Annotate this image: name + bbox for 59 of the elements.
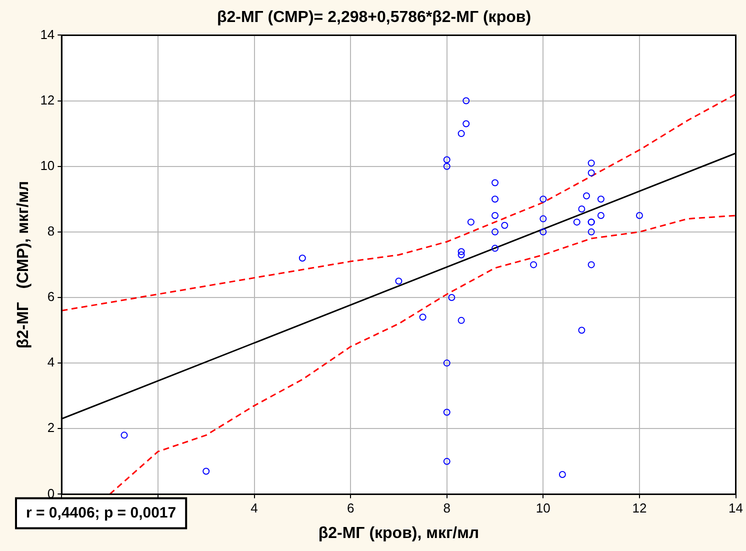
point	[492, 179, 499, 186]
point	[462, 97, 470, 104]
point	[578, 326, 586, 334]
point	[578, 205, 586, 212]
y-axis-title: β2-МГ (СМР), мкг/мл	[15, 180, 32, 348]
y-tick-label: 10	[40, 158, 55, 173]
point	[492, 244, 499, 252]
y-tick-label: 2	[47, 420, 55, 436]
point	[558, 471, 566, 478]
point	[636, 212, 643, 220]
y-tick-label: 14	[40, 26, 55, 42]
point	[540, 196, 547, 203]
point	[448, 294, 456, 301]
point	[443, 458, 450, 465]
point	[467, 218, 474, 226]
point	[419, 314, 426, 321]
line-series	[109, 214, 736, 494]
x-tick-label: 14	[728, 500, 744, 516]
point	[597, 212, 604, 220]
y-tick-label: 12	[40, 92, 55, 108]
point	[597, 196, 604, 203]
point	[588, 228, 595, 236]
x-tick-label: 12	[632, 500, 647, 516]
point	[588, 169, 595, 176]
y-tick-label: 8	[47, 223, 55, 238]
point	[298, 254, 306, 262]
point	[492, 196, 499, 203]
y-tick-label: 6	[47, 289, 55, 304]
point	[573, 218, 580, 226]
point	[492, 228, 499, 236]
point	[443, 408, 450, 416]
point	[501, 222, 508, 229]
point	[540, 215, 547, 222]
point	[443, 162, 450, 170]
x-tick-label: 4	[250, 500, 258, 516]
point	[395, 278, 402, 285]
y-tick-label: 4	[47, 354, 55, 370]
chart-title: β2-МГ (СМР)= 2,298+0,5786*β2-МГ (кров)	[216, 9, 532, 26]
point	[458, 130, 465, 138]
x-tick-label: 6	[346, 500, 354, 516]
x-tick-label: 8	[443, 500, 450, 516]
point	[462, 120, 470, 128]
x-axis-title: β2-МГ (кров), мкг/мл	[318, 524, 480, 542]
point	[583, 192, 590, 200]
point	[530, 261, 538, 268]
point	[443, 360, 450, 367]
point	[492, 212, 499, 220]
point	[120, 432, 128, 439]
line-series	[62, 93, 736, 312]
point	[588, 261, 595, 268]
text: r = 0,4406; p = 0,0017	[26, 504, 176, 522]
point	[458, 248, 465, 256]
point	[588, 160, 595, 167]
point	[202, 468, 210, 475]
point	[458, 316, 465, 324]
point	[540, 228, 547, 236]
point	[458, 251, 465, 258]
point	[443, 156, 450, 164]
x-tick-label: 10	[536, 500, 550, 516]
